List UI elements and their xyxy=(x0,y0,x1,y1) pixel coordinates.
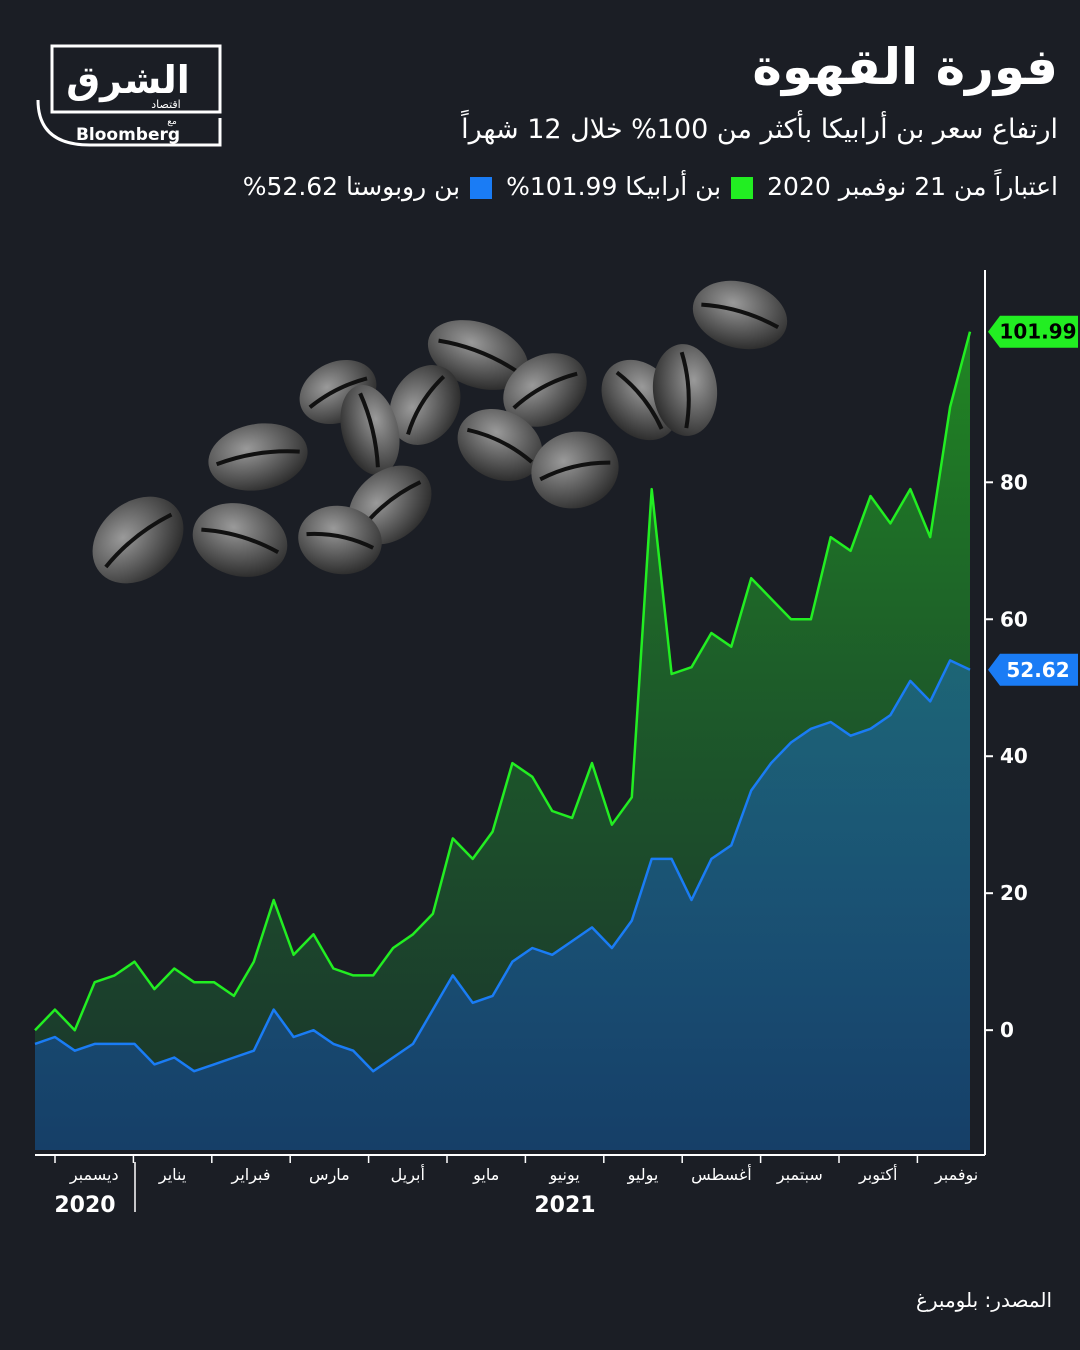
line xyxy=(34,331,972,1032)
logo-sub: اقتصاد xyxy=(151,98,180,111)
chart-subtitle: ارتفاع سعر بن أرابيكا بأكثر من 100% خلال… xyxy=(461,114,1058,145)
value-label: 52.62 xyxy=(1006,658,1069,682)
x-tick-label: يونيو xyxy=(548,1165,579,1185)
x-tick-label: أغسطس xyxy=(691,1164,752,1185)
value-badge xyxy=(988,653,1078,686)
year-label: 2020 xyxy=(54,1193,115,1218)
legend: اعتباراً من 21 نوفمبر 2020 بن أرابيكا 10… xyxy=(243,172,1058,201)
x-tick-label: أبريل xyxy=(391,1164,425,1185)
source: المصدر: بلومبرغ xyxy=(915,1288,1052,1312)
logo-brand: الشرق xyxy=(66,58,190,102)
x-tick-label: سبتمبر xyxy=(776,1165,823,1185)
logo-with: مع xyxy=(167,117,177,127)
note: اعتباراً من 21 نوفمبر 2020 xyxy=(767,172,1058,201)
area xyxy=(35,660,970,1150)
y-tick-label: 20 xyxy=(1000,881,1028,905)
legend-swatch xyxy=(470,177,493,199)
value-label: 101.99 xyxy=(999,320,1076,344)
chart-title: فورة القهوة xyxy=(752,38,1058,96)
legend-label: بن أرابيكا 101.99% xyxy=(506,172,722,201)
logo-partner: Bloomberg xyxy=(76,125,180,145)
legend-label: بن روبوستا 52.62% xyxy=(242,172,461,201)
year-label: 2021 xyxy=(534,1193,595,1218)
y-tick-label: 40 xyxy=(1000,744,1028,768)
x-tick-label: يوليو xyxy=(627,1165,659,1185)
y-tick-label: 80 xyxy=(1000,470,1028,494)
legend-swatch xyxy=(731,177,754,199)
y-tick-label: 60 xyxy=(1000,607,1028,631)
y-tick-label: 0 xyxy=(1000,1018,1014,1042)
coffee-beans xyxy=(92,280,788,584)
legend-item: بن أرابيكا 101.99% xyxy=(506,172,754,201)
x-tick-label: نوفمبر xyxy=(934,1165,978,1185)
x-tick-label: مايو xyxy=(472,1165,499,1185)
x-tick-label: مارس xyxy=(309,1165,350,1185)
x-tick-label: فبراير xyxy=(230,1165,270,1185)
legend-item: بن روبوستا 52.62% xyxy=(242,172,493,201)
value-badge xyxy=(988,315,1078,348)
x-tick-label: يناير xyxy=(158,1165,186,1185)
x-tick-label: أكتوبر xyxy=(858,1164,897,1185)
x-tick-label: ديسمبر xyxy=(69,1165,119,1185)
logo: الشرق اقتصاد مع Bloomberg xyxy=(36,44,222,147)
line xyxy=(34,659,971,1073)
